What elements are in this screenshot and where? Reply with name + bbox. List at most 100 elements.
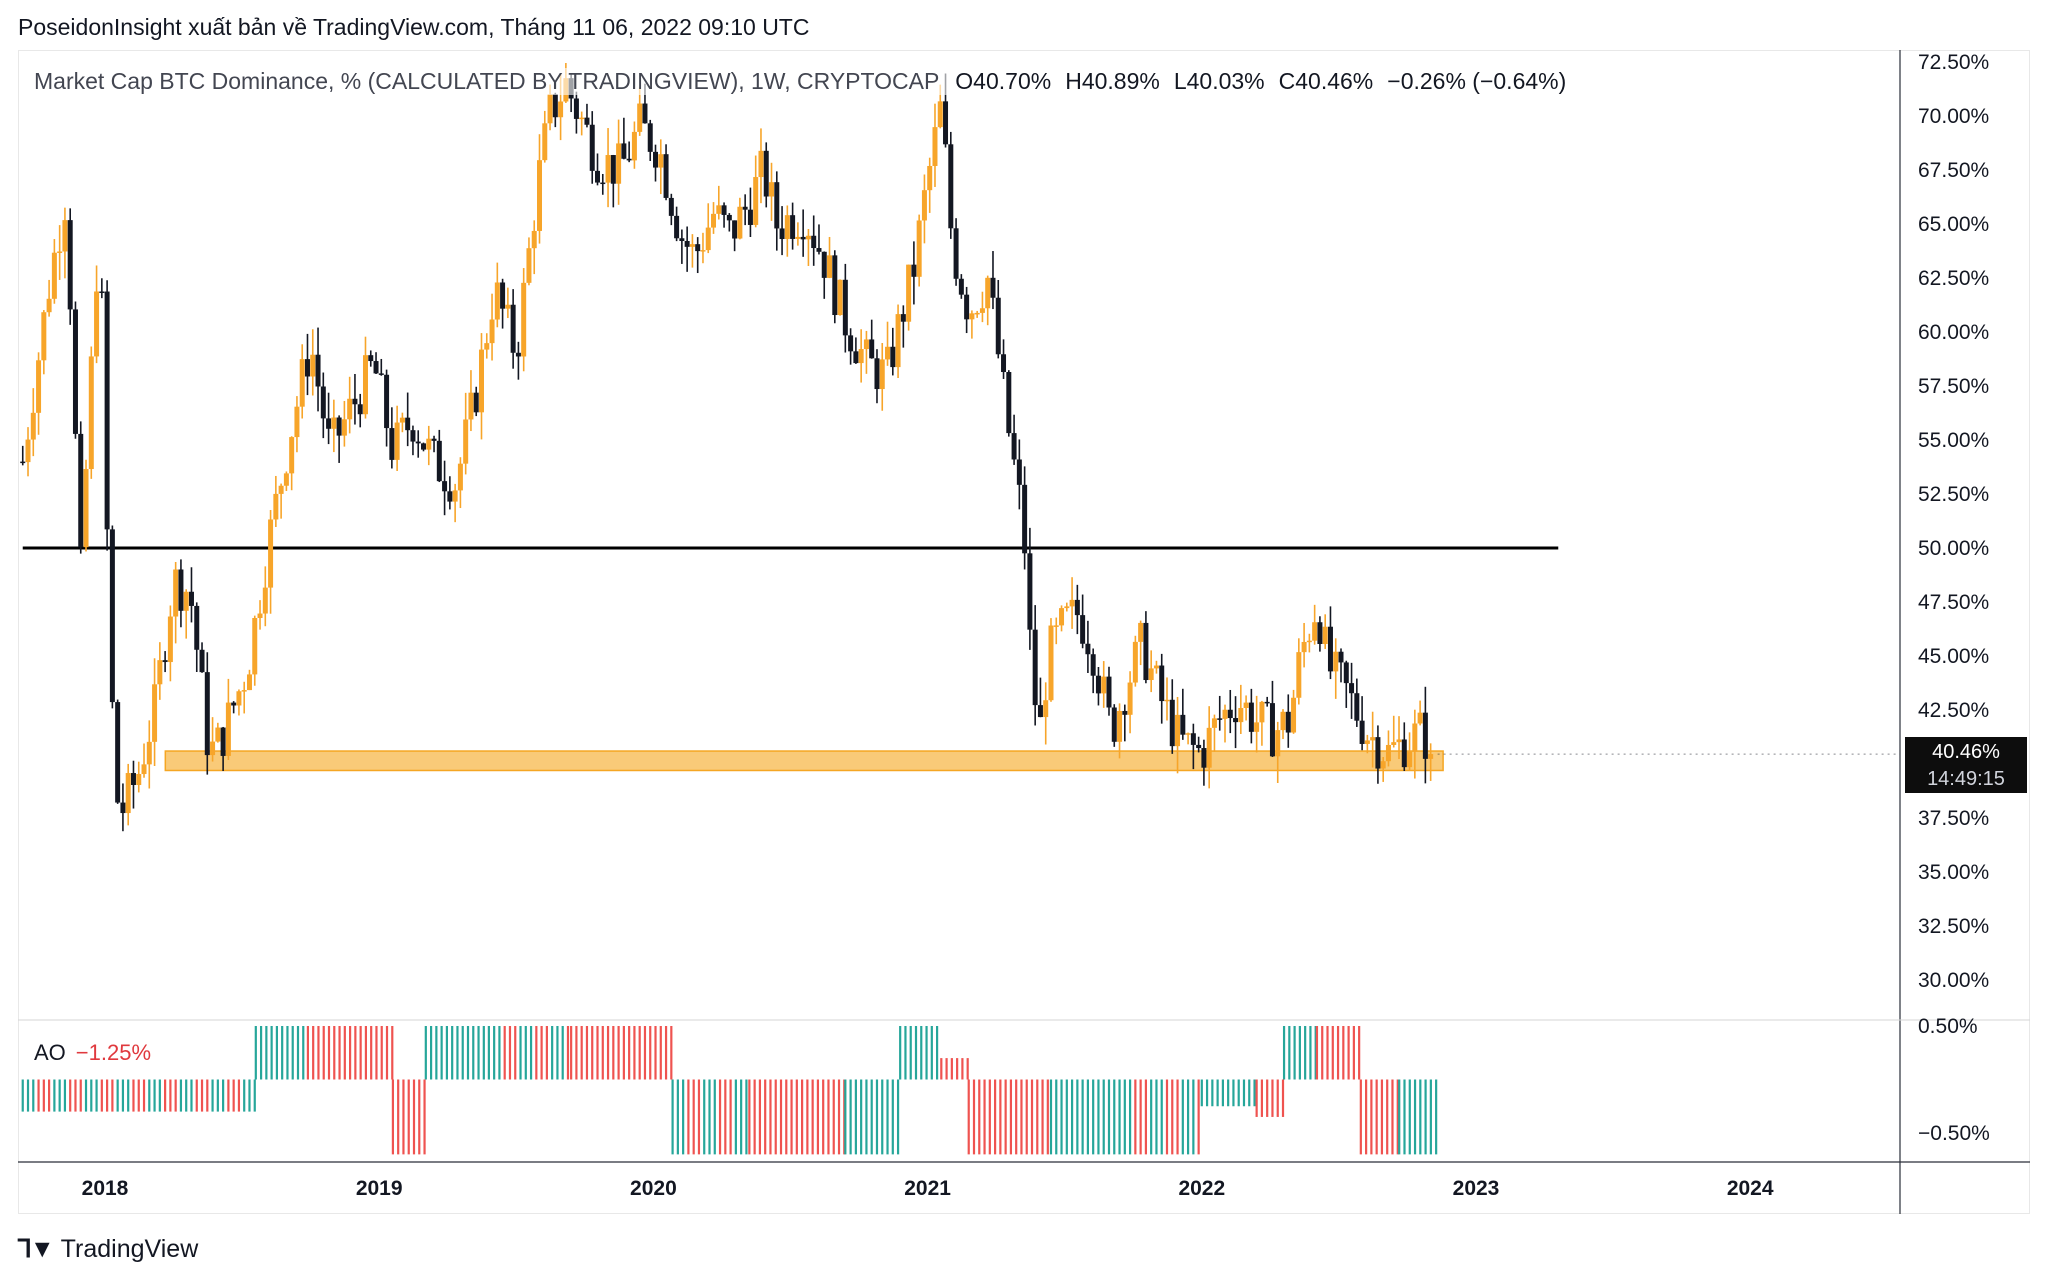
- candle-body: [426, 438, 432, 450]
- candle-body: [457, 463, 463, 491]
- candle-body: [906, 264, 912, 322]
- candle-body: [869, 339, 875, 359]
- candle-body: [130, 773, 136, 785]
- candle-body: [357, 404, 363, 415]
- candle-body: [352, 398, 358, 405]
- price-tick-label: 72.50%: [1918, 51, 1989, 74]
- candle-body: [737, 206, 743, 239]
- candle-body: [700, 250, 706, 252]
- candle-body: [1259, 701, 1265, 723]
- candle-body: [979, 308, 985, 313]
- candle-body: [1280, 711, 1286, 731]
- candle-body: [769, 182, 775, 197]
- candle-body: [679, 238, 685, 241]
- candle-body: [911, 264, 917, 277]
- candle-body: [268, 519, 274, 588]
- candle-body: [642, 103, 648, 124]
- ao-name: AO: [34, 1040, 66, 1065]
- candle-body: [800, 236, 806, 240]
- candle-body: [489, 319, 495, 344]
- candle-body: [927, 165, 933, 191]
- candle-body: [974, 312, 980, 315]
- candle-body: [900, 314, 906, 322]
- candle-body: [1317, 622, 1323, 644]
- ohlc-open: O40.70%: [955, 68, 1052, 94]
- ohlc-close: C40.46%: [1278, 68, 1374, 94]
- candle-body: [278, 485, 284, 494]
- candle-body: [1122, 710, 1128, 715]
- symbol-legend[interactable]: Market Cap BTC Dominance, % (CALCULATED …: [34, 68, 1581, 95]
- candle-body: [1233, 718, 1239, 723]
- candle-body: [827, 255, 833, 278]
- ao-legend[interactable]: AO −1.25%: [34, 1040, 151, 1066]
- symbol-title: Market Cap BTC Dominance, % (CALCULATED …: [34, 68, 939, 94]
- candle-body: [94, 291, 100, 357]
- candle-body: [468, 392, 474, 420]
- candle-body: [1364, 740, 1370, 744]
- candle-body: [399, 417, 405, 423]
- candle-body: [621, 143, 627, 159]
- candle-body: [442, 481, 448, 492]
- candle-body: [1153, 665, 1159, 669]
- candle-body: [674, 215, 680, 239]
- candle-body: [405, 417, 411, 431]
- candle-body: [463, 419, 469, 464]
- tradingview-logo[interactable]: ⅂▼ TradingView: [18, 1234, 198, 1264]
- ao-value: −1.25%: [75, 1040, 152, 1065]
- time-tick-label: 2022: [1178, 1177, 1225, 1200]
- candle-body: [215, 727, 221, 742]
- candle-body: [921, 190, 927, 221]
- candle-body: [183, 591, 189, 611]
- candle-body: [832, 255, 838, 316]
- candle-body: [368, 355, 374, 362]
- candle-body: [1391, 742, 1397, 745]
- candle-body: [1327, 626, 1333, 672]
- candle-body: [1222, 709, 1228, 719]
- candle-body: [821, 251, 827, 278]
- candle-body: [1333, 651, 1339, 672]
- candle-body: [1148, 668, 1154, 681]
- candle-body: [711, 213, 717, 228]
- ohlc-change: −0.26% (−0.64%): [1387, 68, 1567, 94]
- candle-body: [62, 220, 68, 252]
- candle-body: [937, 101, 943, 128]
- candle-body: [658, 154, 664, 168]
- candle-body: [1275, 730, 1281, 757]
- candle-body: [779, 228, 785, 240]
- candle-body: [547, 94, 553, 124]
- candle-body: [605, 155, 611, 183]
- candle-body: [225, 702, 231, 756]
- candle-body: [742, 206, 748, 210]
- candle-body: [552, 94, 558, 118]
- candle-body: [510, 304, 516, 353]
- candle-body: [1269, 703, 1275, 757]
- candle-body: [289, 437, 295, 474]
- candle-body: [842, 279, 848, 336]
- candle-body: [1185, 733, 1191, 735]
- candle-body: [716, 205, 722, 214]
- candle-body: [1143, 622, 1149, 681]
- candle-body: [231, 702, 237, 706]
- candle-body: [705, 227, 711, 251]
- candle-body: [25, 439, 31, 463]
- candle-body: [315, 354, 321, 387]
- time-tick-label: 2018: [82, 1177, 129, 1200]
- candle-body: [1037, 705, 1043, 718]
- candle-body: [1396, 739, 1402, 743]
- candle-body: [326, 418, 332, 429]
- candle-body: [1032, 629, 1038, 706]
- candle-body: [890, 346, 896, 368]
- candle-body: [531, 230, 537, 249]
- candle-body: [1074, 599, 1080, 616]
- candle-body: [753, 177, 759, 225]
- candle-body: [1211, 718, 1217, 728]
- candle-body: [1106, 676, 1112, 708]
- candle-body: [246, 674, 252, 691]
- candle-body: [1164, 699, 1170, 702]
- candle-body: [1117, 710, 1123, 742]
- candle-body: [626, 158, 632, 161]
- candle-body: [932, 127, 938, 166]
- candle-body: [136, 774, 142, 785]
- candle-body: [573, 98, 579, 119]
